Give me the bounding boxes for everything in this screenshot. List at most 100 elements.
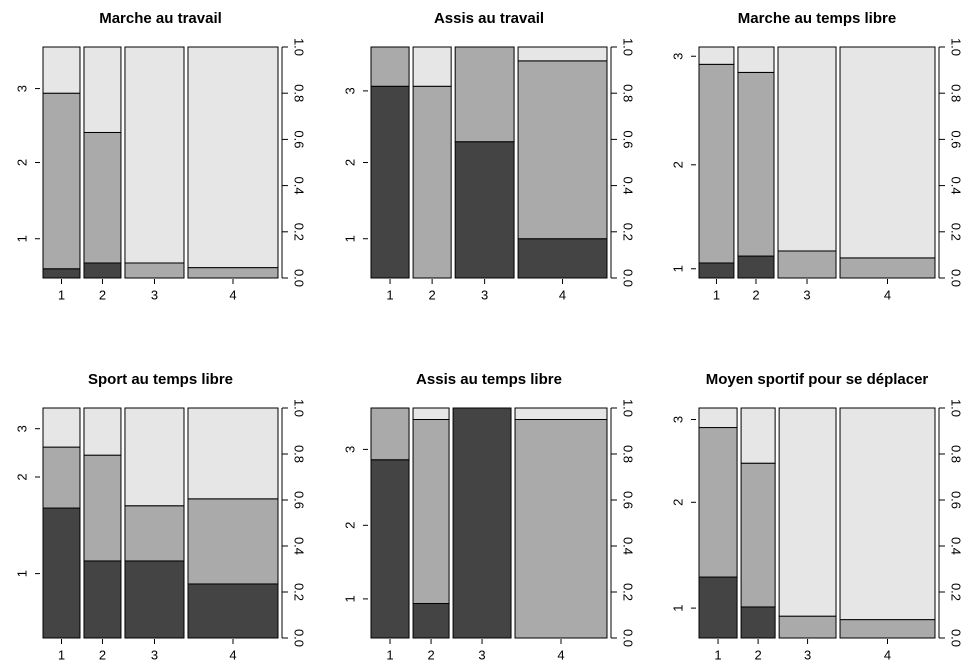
y-tick-label: 0.4 xyxy=(292,537,307,555)
segment xyxy=(698,407,738,429)
x-tick-label: 4 xyxy=(557,647,564,662)
level-tick-label: 3 xyxy=(342,87,357,94)
x-tick-label: 2 xyxy=(752,287,759,302)
x-tick-label: 1 xyxy=(713,287,720,302)
segment xyxy=(517,46,608,62)
y-tick-label: 0.2 xyxy=(292,583,307,601)
segment xyxy=(187,267,279,279)
y-tick-label: 1.0 xyxy=(949,38,964,56)
x-tick-label: 2 xyxy=(99,287,106,302)
y-tick-label: 0.2 xyxy=(949,223,964,241)
y-tick-label: 0.4 xyxy=(292,177,307,195)
level-tick-label: 2 xyxy=(14,159,29,166)
segment xyxy=(737,46,775,73)
x-tick-label: 2 xyxy=(427,647,434,662)
y-tick-label: 0.8 xyxy=(292,84,307,102)
segment xyxy=(839,407,936,621)
chart-title: Marche au temps libre xyxy=(738,10,896,27)
segment xyxy=(370,407,410,461)
y-tick-label: 0.0 xyxy=(949,629,964,647)
segment xyxy=(740,462,776,608)
y-tick-label: 0.8 xyxy=(949,84,964,102)
y-tick-label: 0.8 xyxy=(292,445,307,463)
y-tick-label: 0.4 xyxy=(621,177,636,195)
x-tick-label: 4 xyxy=(559,287,566,302)
segment xyxy=(517,60,608,240)
y-tick-label: 0.8 xyxy=(621,84,636,102)
level-tick-label: 2 xyxy=(342,159,357,166)
y-tick-label: 0.0 xyxy=(292,269,307,287)
x-tick-label: 1 xyxy=(386,647,393,662)
y-tick-label: 0.0 xyxy=(621,629,636,647)
y-tick-label: 0.0 xyxy=(292,629,307,647)
x-tick-label: 3 xyxy=(478,647,485,662)
segment xyxy=(187,407,279,500)
y-tick-label: 0.6 xyxy=(621,491,636,509)
segment xyxy=(83,407,122,456)
x-tick-label: 4 xyxy=(229,647,236,662)
segment xyxy=(42,46,81,94)
x-tick-label: 4 xyxy=(229,287,236,302)
segment xyxy=(83,262,122,279)
segment xyxy=(124,262,185,279)
x-tick-label: 4 xyxy=(884,647,891,662)
segment xyxy=(42,446,81,509)
x-tick-label: 1 xyxy=(58,647,65,662)
segment xyxy=(839,46,936,259)
segment xyxy=(42,92,81,270)
segment xyxy=(83,131,122,264)
segment xyxy=(698,63,735,264)
segment xyxy=(412,407,450,420)
segment xyxy=(124,46,185,264)
x-tick-label: 3 xyxy=(151,287,158,302)
segment xyxy=(370,459,410,639)
level-tick-label: 1 xyxy=(14,570,29,577)
segment xyxy=(514,419,608,639)
segment xyxy=(83,454,122,562)
x-tick-label: 3 xyxy=(803,287,810,302)
segment xyxy=(412,85,452,279)
y-tick-label: 0.6 xyxy=(292,130,307,148)
segment xyxy=(740,606,776,639)
level-tick-label: 2 xyxy=(342,522,357,529)
y-tick-label: 0.4 xyxy=(621,537,636,555)
chart-title: Assis au travail xyxy=(434,10,544,27)
y-tick-label: 1.0 xyxy=(621,399,636,417)
x-tick-label: 4 xyxy=(884,287,891,302)
segment xyxy=(839,257,936,279)
y-tick-label: 0.6 xyxy=(621,130,636,148)
segment xyxy=(187,498,279,585)
y-tick-label: 1.0 xyxy=(292,399,307,417)
level-tick-label: 2 xyxy=(670,161,685,168)
chart-title: Marche au travail xyxy=(99,10,222,27)
segment xyxy=(42,507,81,639)
y-tick-label: 1.0 xyxy=(621,38,636,56)
level-tick-label: 3 xyxy=(14,425,29,432)
segment xyxy=(42,268,81,279)
segment xyxy=(412,419,450,604)
segment xyxy=(514,407,608,420)
segment xyxy=(454,46,515,143)
y-tick-label: 1.0 xyxy=(292,38,307,56)
segment xyxy=(778,407,837,617)
level-tick-label: 2 xyxy=(14,473,29,480)
y-tick-label: 0.2 xyxy=(949,583,964,601)
level-tick-label: 2 xyxy=(670,499,685,506)
segment xyxy=(517,238,608,279)
level-tick-label: 3 xyxy=(670,416,685,423)
segment xyxy=(740,407,776,464)
segment xyxy=(698,576,738,639)
x-tick-label: 3 xyxy=(804,647,811,662)
segment xyxy=(42,407,81,448)
level-tick-label: 3 xyxy=(670,53,685,60)
segment xyxy=(778,615,837,639)
chart-title: Moyen sportif pour se déplacer xyxy=(706,371,929,388)
x-tick-label: 3 xyxy=(481,287,488,302)
segment xyxy=(452,407,512,639)
y-tick-label: 0.0 xyxy=(621,269,636,287)
x-tick-label: 3 xyxy=(151,647,158,662)
segment xyxy=(187,46,279,269)
level-tick-label: 3 xyxy=(342,446,357,453)
level-tick-label: 3 xyxy=(14,85,29,92)
